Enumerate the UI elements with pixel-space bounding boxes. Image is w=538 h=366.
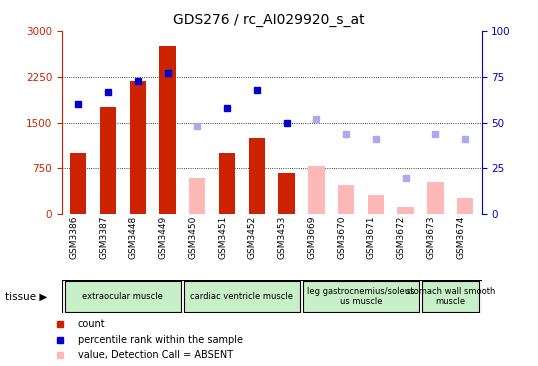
Text: tissue ▶: tissue ▶: [5, 291, 48, 302]
Bar: [159, 46, 176, 214]
FancyBboxPatch shape: [184, 281, 300, 312]
Text: cardiac ventricle muscle: cardiac ventricle muscle: [190, 292, 293, 301]
Text: GSM3449: GSM3449: [159, 216, 167, 259]
Text: GSM3387: GSM3387: [99, 216, 108, 259]
Text: GSM3386: GSM3386: [69, 216, 78, 259]
Text: GSM3670: GSM3670: [337, 216, 346, 259]
Text: leg gastrocnemius/soleus
us muscle: leg gastrocnemius/soleus us muscle: [307, 287, 415, 306]
Text: GSM3448: GSM3448: [129, 216, 138, 259]
FancyBboxPatch shape: [62, 280, 482, 313]
Bar: [457, 198, 473, 214]
Text: GDS276 / rc_AI029920_s_at: GDS276 / rc_AI029920_s_at: [173, 13, 365, 27]
FancyBboxPatch shape: [65, 281, 181, 312]
Text: value, Detection Call = ABSENT: value, Detection Call = ABSENT: [77, 350, 233, 360]
FancyBboxPatch shape: [303, 281, 419, 312]
Text: GSM3669: GSM3669: [307, 216, 316, 259]
Bar: [338, 185, 355, 214]
Bar: [427, 182, 443, 214]
Bar: [367, 195, 384, 214]
Text: count: count: [77, 320, 105, 329]
Bar: [70, 153, 87, 214]
Text: GSM3452: GSM3452: [248, 216, 257, 259]
FancyBboxPatch shape: [422, 281, 479, 312]
Bar: [398, 207, 414, 214]
Text: GSM3451: GSM3451: [218, 216, 227, 259]
Bar: [130, 81, 146, 214]
Bar: [249, 138, 265, 214]
Text: GSM3671: GSM3671: [367, 216, 376, 259]
Bar: [308, 166, 324, 214]
Text: GSM3673: GSM3673: [427, 216, 435, 259]
Text: GSM3674: GSM3674: [456, 216, 465, 259]
Bar: [278, 173, 295, 214]
Text: GSM3672: GSM3672: [397, 216, 406, 259]
Text: stomach wall smooth
muscle: stomach wall smooth muscle: [406, 287, 495, 306]
Bar: [100, 107, 116, 214]
Text: GSM3450: GSM3450: [188, 216, 197, 259]
Text: percentile rank within the sample: percentile rank within the sample: [77, 335, 243, 345]
Bar: [189, 178, 206, 214]
Text: GSM3453: GSM3453: [278, 216, 287, 259]
Text: extraocular muscle: extraocular muscle: [82, 292, 164, 301]
Bar: [219, 153, 235, 214]
